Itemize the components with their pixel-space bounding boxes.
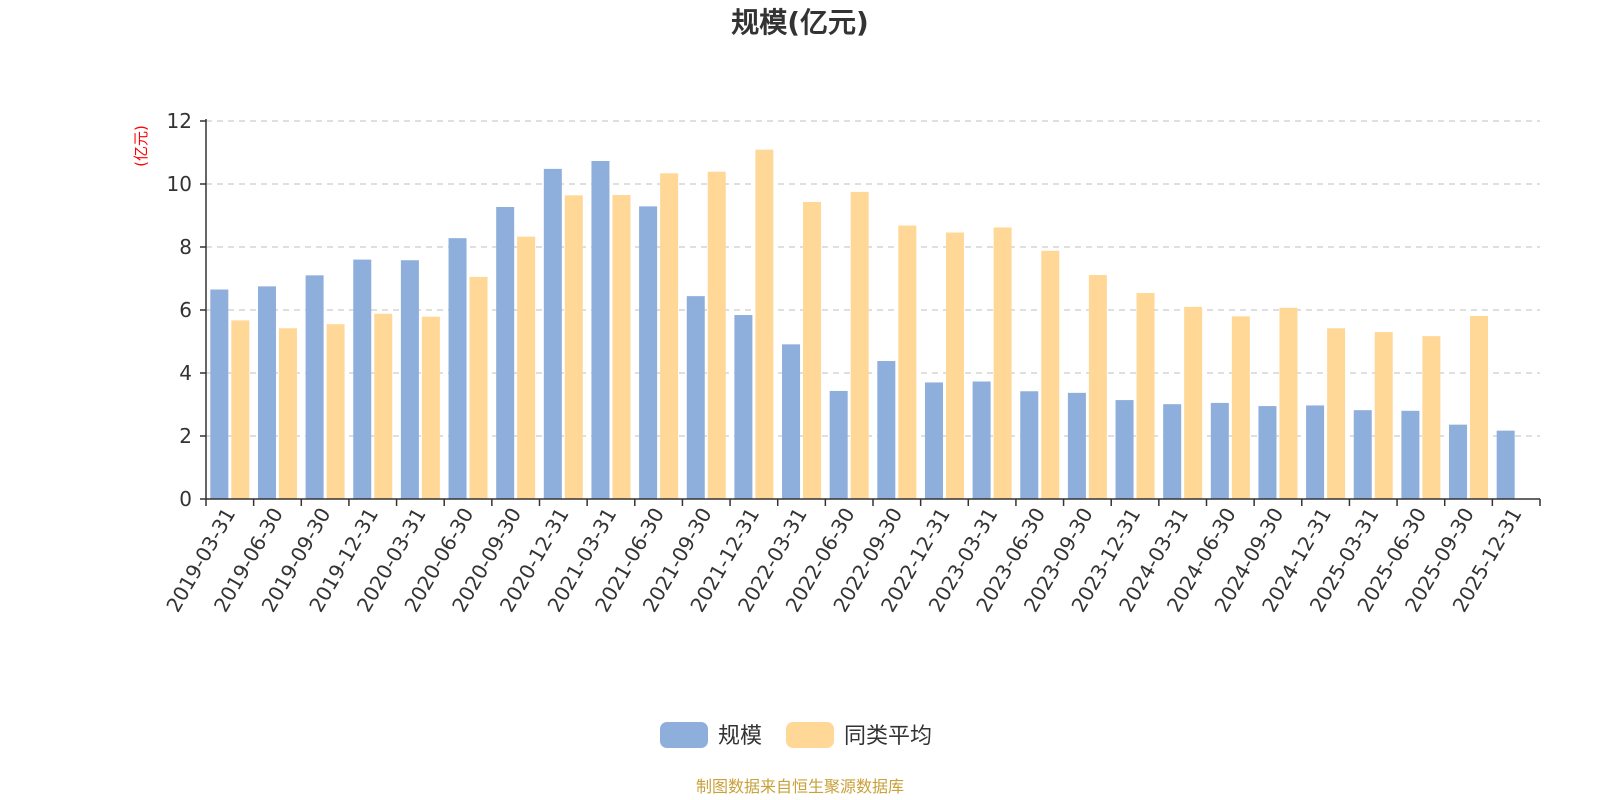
bar-scale[interactable]: [591, 161, 610, 499]
source-note: 制图数据来自恒生聚源数据库: [696, 777, 904, 796]
legend-swatch[interactable]: [660, 722, 708, 748]
bar-scale[interactable]: [210, 289, 229, 499]
bar-scale[interactable]: [1210, 402, 1229, 499]
bar-scale[interactable]: [305, 275, 324, 499]
bar-peer-average[interactable]: [945, 232, 964, 499]
bar-peer-average[interactable]: [517, 236, 536, 500]
bar-peer-average[interactable]: [231, 320, 250, 499]
bar-peer-average[interactable]: [374, 313, 393, 499]
y-tick-label: 6: [179, 298, 192, 322]
bar-peer-average[interactable]: [1470, 315, 1489, 499]
bar-scale[interactable]: [1449, 424, 1468, 499]
bar-peer-average[interactable]: [1136, 292, 1155, 499]
bar-scale[interactable]: [1067, 392, 1086, 499]
bar-scale[interactable]: [686, 296, 705, 499]
bar-scale[interactable]: [924, 382, 943, 499]
bar-scale[interactable]: [257, 286, 276, 499]
bar-peer-average[interactable]: [993, 227, 1012, 499]
bar-scale[interactable]: [1496, 430, 1515, 499]
bar-scale[interactable]: [448, 238, 467, 499]
legend-label[interactable]: 规模: [718, 724, 762, 749]
bar-peer-average[interactable]: [850, 191, 869, 499]
chart-title: 规模(亿元): [731, 6, 869, 39]
bar-peer-average[interactable]: [898, 225, 917, 499]
bar-scale[interactable]: [1020, 391, 1039, 499]
bar-peer-average[interactable]: [1279, 307, 1298, 499]
bar-scale[interactable]: [1353, 410, 1372, 499]
bar-scale[interactable]: [829, 390, 848, 499]
bar-scale[interactable]: [877, 361, 896, 499]
bar-peer-average[interactable]: [278, 328, 297, 499]
y-axis-unit-label: (亿元): [132, 125, 150, 167]
bar-peer-average[interactable]: [1422, 336, 1441, 499]
bar-peer-average[interactable]: [1231, 316, 1250, 499]
bar-scale[interactable]: [496, 206, 515, 499]
y-tick-label: 12: [167, 109, 192, 133]
bar-scale[interactable]: [543, 168, 562, 499]
y-tick-label: 8: [179, 235, 192, 259]
bar-scale[interactable]: [1306, 405, 1325, 499]
bar-peer-average[interactable]: [1041, 250, 1060, 499]
bar-peer-average[interactable]: [755, 149, 774, 500]
bar-scale[interactable]: [972, 381, 991, 499]
bar-scale[interactable]: [1115, 400, 1134, 499]
bar-peer-average[interactable]: [1327, 328, 1346, 499]
bar-peer-average[interactable]: [564, 195, 583, 499]
bar-peer-average[interactable]: [469, 276, 488, 499]
legend-swatch[interactable]: [786, 722, 834, 748]
bar-scale[interactable]: [1258, 406, 1277, 499]
bar-peer-average[interactable]: [707, 171, 726, 499]
y-tick-label: 0: [179, 487, 192, 511]
bar-scale[interactable]: [1401, 410, 1420, 499]
bar-peer-average[interactable]: [612, 195, 631, 499]
bar-peer-average[interactable]: [1088, 275, 1107, 499]
bar-scale[interactable]: [1163, 404, 1182, 499]
y-tick-label: 10: [167, 172, 192, 196]
bar-scale[interactable]: [734, 315, 753, 499]
bar-peer-average[interactable]: [660, 173, 679, 500]
bar-peer-average[interactable]: [1374, 332, 1393, 499]
bars: [210, 149, 1515, 500]
y-tick-label: 4: [179, 361, 192, 385]
bar-scale[interactable]: [782, 344, 801, 499]
bar-peer-average[interactable]: [421, 316, 440, 499]
bar-scale[interactable]: [353, 259, 372, 499]
y-tick-label: 2: [179, 424, 192, 448]
bar-peer-average[interactable]: [1184, 306, 1203, 499]
legend-label[interactable]: 同类平均: [844, 724, 932, 749]
bar-peer-average[interactable]: [803, 201, 822, 499]
bar-peer-average[interactable]: [326, 324, 345, 499]
bar-scale[interactable]: [639, 206, 658, 500]
legend[interactable]: 规模 同类平均: [660, 722, 932, 749]
bar-scale[interactable]: [400, 260, 419, 499]
